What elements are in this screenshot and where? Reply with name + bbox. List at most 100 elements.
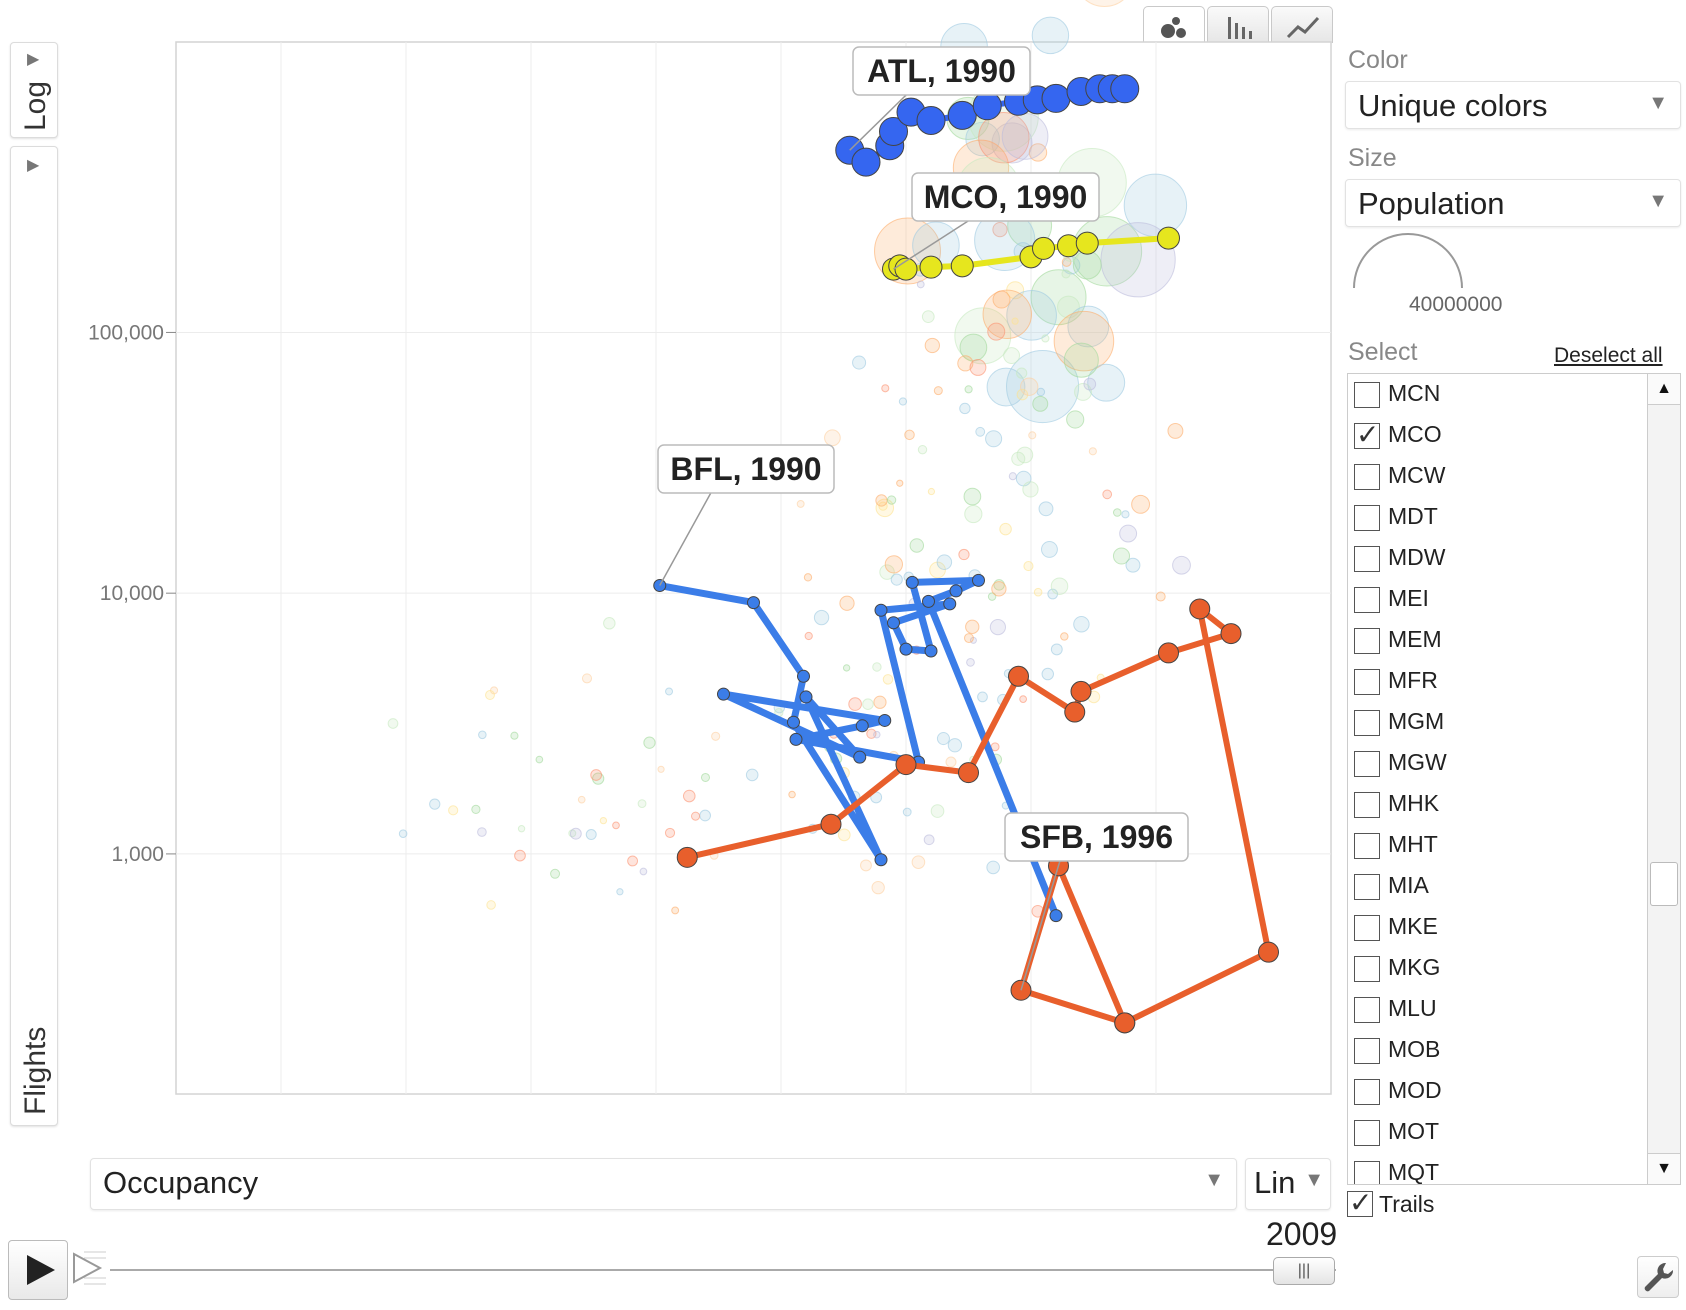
data-point[interactable]: [905, 575, 919, 589]
data-point[interactable]: [1049, 909, 1063, 923]
data-point[interactable]: [972, 573, 985, 587]
select-item-mod[interactable]: MOD: [1352, 1073, 1632, 1113]
speed-control-icon[interactable]: [70, 1248, 110, 1288]
play-button[interactable]: [8, 1240, 68, 1300]
select-item-mob[interactable]: MOB: [1352, 1032, 1632, 1072]
y-axis-selector[interactable]: ▶ Flights: [10, 146, 58, 1126]
select-item-mht[interactable]: MHT: [1352, 827, 1632, 867]
data-point[interactable]: [916, 105, 946, 135]
x-axis-selector[interactable]: Occupancy ▼: [90, 1158, 1237, 1210]
select-checkbox[interactable]: [1354, 669, 1380, 695]
data-point[interactable]: [851, 147, 881, 177]
select-item-mdw[interactable]: MDW: [1352, 540, 1632, 580]
select-scrollbar[interactable]: ▲ ▼: [1647, 374, 1680, 1184]
scroll-up-icon[interactable]: ▲: [1648, 374, 1680, 405]
bar-view-tab[interactable]: [1207, 6, 1269, 43]
data-point[interactable]: [789, 732, 803, 746]
color-selector[interactable]: Unique colors ▼: [1345, 81, 1681, 129]
select-item-mke[interactable]: MKE: [1352, 909, 1632, 949]
data-point[interactable]: [1032, 236, 1055, 260]
deselect-all-link[interactable]: Deselect all: [1554, 344, 1663, 367]
data-point[interactable]: [922, 594, 935, 608]
annotation-mco[interactable]: MCO, 1990: [893, 172, 1100, 270]
select-item-mgw[interactable]: MGW: [1352, 745, 1632, 785]
annotation-sfb[interactable]: SFB, 1996: [1004, 812, 1189, 991]
data-point[interactable]: [958, 762, 979, 784]
select-checkbox[interactable]: [1354, 587, 1380, 613]
data-point[interactable]: [874, 853, 888, 867]
select-item-mdt[interactable]: MDT: [1352, 499, 1632, 539]
data-point[interactable]: [1258, 941, 1279, 963]
select-checkbox[interactable]: [1354, 546, 1380, 572]
data-point[interactable]: [797, 669, 810, 683]
bubble-view-tab[interactable]: [1143, 6, 1205, 43]
size-selector[interactable]: Population ▼: [1345, 179, 1681, 227]
data-point[interactable]: [895, 754, 917, 776]
select-checkbox[interactable]: [1354, 628, 1380, 654]
data-point[interactable]: [874, 603, 888, 617]
data-point[interactable]: [717, 687, 730, 701]
data-point[interactable]: [947, 100, 977, 130]
select-checkbox[interactable]: [1354, 1120, 1380, 1146]
x-axis-scale-selector[interactable]: Lin ▼: [1245, 1158, 1331, 1210]
timeline-track[interactable]: [110, 1269, 1336, 1271]
select-item-mco[interactable]: ✓ MCO: [1352, 417, 1632, 457]
select-item-mfr[interactable]: MFR: [1352, 663, 1632, 703]
scroll-thumb[interactable]: [1650, 862, 1678, 906]
data-point[interactable]: [1158, 642, 1179, 664]
select-checkbox[interactable]: [1354, 874, 1380, 900]
settings-button[interactable]: [1637, 1256, 1679, 1298]
select-checkbox[interactable]: [1354, 833, 1380, 859]
data-point[interactable]: [887, 616, 900, 630]
data-point[interactable]: [855, 719, 869, 733]
select-item-mei[interactable]: MEI: [1352, 581, 1632, 621]
data-point[interactable]: [949, 584, 963, 598]
data-point[interactable]: [1008, 665, 1029, 687]
select-item-mcn[interactable]: MCN: [1352, 376, 1632, 416]
data-point[interactable]: [879, 116, 908, 146]
scroll-down-icon[interactable]: ▼: [1648, 1153, 1680, 1184]
annotation-bfl[interactable]: BFL, 1990: [657, 444, 835, 586]
data-point[interactable]: [1220, 623, 1242, 645]
select-item-mlu[interactable]: MLU: [1352, 991, 1632, 1031]
data-point[interactable]: [747, 596, 760, 610]
data-point[interactable]: [1114, 1012, 1136, 1034]
select-checkbox[interactable]: [1354, 1079, 1380, 1105]
select-checkbox[interactable]: [1354, 751, 1380, 777]
select-checkbox[interactable]: [1354, 382, 1380, 408]
data-point[interactable]: [799, 690, 813, 704]
data-point[interactable]: [1110, 74, 1140, 104]
bubble-chart-plot[interactable]: 0.10.20.30.40.50.60.70.81,00010,000100,0…: [0, 0, 1340, 1100]
data-point[interactable]: [972, 91, 1002, 121]
select-item-mgm[interactable]: MGM: [1352, 704, 1632, 744]
trails-toggle[interactable]: ✓ Trails: [1345, 1187, 1485, 1221]
select-item-mia[interactable]: MIA: [1352, 868, 1632, 908]
data-point[interactable]: [1070, 680, 1092, 702]
trails-checkbox[interactable]: ✓: [1347, 1187, 1373, 1218]
data-point[interactable]: [894, 257, 918, 281]
select-item-mkg[interactable]: MKG: [1352, 950, 1632, 990]
data-point[interactable]: [1041, 83, 1071, 113]
select-checkbox[interactable]: [1354, 1161, 1380, 1184]
data-point[interactable]: [950, 254, 974, 278]
data-point[interactable]: [1064, 701, 1086, 723]
data-point[interactable]: [1075, 231, 1099, 255]
timeline-slider-handle[interactable]: |||: [1273, 1257, 1335, 1285]
select-checkbox[interactable]: [1354, 464, 1380, 490]
select-item-mot[interactable]: MOT: [1352, 1114, 1632, 1154]
data-point[interactable]: [943, 597, 957, 611]
select-checkbox[interactable]: [1354, 505, 1380, 531]
select-item-mqt[interactable]: MQT: [1352, 1155, 1632, 1184]
line-view-tab[interactable]: [1271, 6, 1333, 43]
select-checkbox[interactable]: [1354, 792, 1380, 818]
data-point[interactable]: [899, 642, 913, 656]
data-point[interactable]: [853, 750, 867, 764]
select-checkbox[interactable]: ✓: [1354, 419, 1380, 450]
select-checkbox[interactable]: [1354, 710, 1380, 736]
data-point[interactable]: [787, 715, 800, 729]
select-item-mhk[interactable]: MHK: [1352, 786, 1632, 826]
select-checkbox[interactable]: [1354, 915, 1380, 941]
data-point[interactable]: [820, 813, 842, 835]
data-point[interactable]: [919, 255, 943, 279]
annotation-atl[interactable]: ATL, 1990: [849, 46, 1031, 151]
